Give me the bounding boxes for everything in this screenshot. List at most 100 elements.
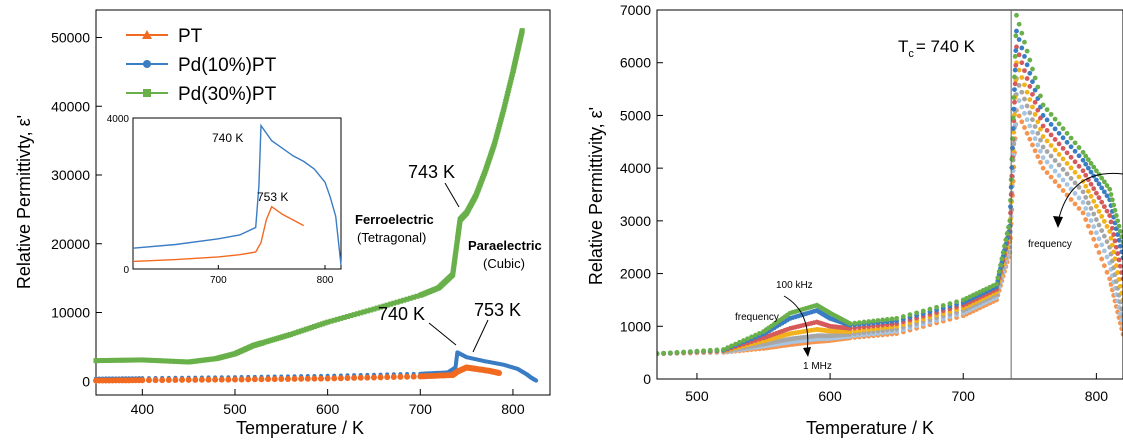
data-point	[661, 350, 667, 356]
data-point	[1040, 102, 1046, 108]
data-point	[1019, 119, 1025, 125]
data-point	[934, 304, 939, 310]
annotation-753k-pointer	[472, 319, 489, 353]
data-point	[1048, 111, 1054, 117]
data-point	[1016, 52, 1022, 58]
data-point	[1032, 99, 1038, 105]
data-point	[185, 376, 192, 383]
data-point	[106, 357, 112, 363]
data-point	[324, 375, 331, 382]
data-point	[1120, 323, 1123, 329]
data-point	[1052, 179, 1058, 184]
data-point	[152, 377, 159, 384]
data-point	[1014, 44, 1019, 50]
data-point	[503, 99, 509, 105]
data-point	[341, 314, 347, 320]
data-point	[721, 347, 726, 352]
data-point	[370, 374, 377, 381]
data-point	[1119, 317, 1123, 323]
data-point	[288, 332, 294, 337]
data-point	[126, 357, 132, 363]
data-point	[358, 310, 364, 316]
data-point	[306, 325, 312, 331]
data-point	[1048, 143, 1054, 148]
data-point	[1012, 99, 1017, 105]
data-point	[1056, 162, 1062, 168]
data-point	[328, 318, 334, 324]
data-point	[364, 374, 371, 381]
data-point	[1027, 136, 1033, 142]
data-point	[377, 374, 384, 381]
data-point	[410, 373, 417, 380]
data-point	[245, 376, 252, 383]
data-point	[894, 315, 900, 321]
data-point	[278, 376, 285, 383]
left-y-tick-label: 0	[82, 373, 90, 389]
data-point	[927, 306, 933, 312]
data-point	[1076, 145, 1082, 150]
data-point	[1032, 148, 1038, 154]
data-point	[331, 317, 337, 323]
data-point	[344, 314, 350, 320]
data-point	[1080, 200, 1086, 205]
data-point	[1083, 161, 1089, 167]
data-point	[1108, 192, 1114, 197]
left-x-tick-label: 500	[223, 401, 247, 417]
data-point	[701, 348, 706, 354]
data-point	[165, 377, 172, 384]
data-point	[1099, 175, 1105, 181]
data-point	[338, 315, 344, 321]
frequency-series	[657, 12, 1123, 357]
data-point	[411, 294, 417, 300]
data-point	[1040, 134, 1046, 139]
data-point	[1019, 30, 1025, 36]
data-point	[1012, 67, 1018, 73]
data-point	[1027, 123, 1033, 129]
data-point	[1096, 236, 1102, 242]
data-point	[1010, 126, 1016, 132]
data-point	[271, 376, 278, 383]
left-legend: PT Pd(10%)PT Pd(30%)PT	[126, 26, 277, 105]
data-point	[1011, 141, 1017, 147]
data-point	[725, 345, 730, 351]
data-point	[322, 320, 328, 326]
data-point	[116, 357, 122, 363]
data-point	[1119, 249, 1123, 255]
legend-label-pt: PT	[178, 26, 203, 47]
data-point	[880, 317, 886, 323]
data-point	[1104, 254, 1110, 260]
data-point	[1044, 128, 1050, 133]
legend-label-pd10: Pd(10%)PT	[178, 55, 277, 76]
data-point	[1048, 164, 1054, 169]
data-point	[1085, 200, 1091, 206]
data-point	[1076, 163, 1082, 169]
data-point	[1096, 195, 1102, 201]
data-point	[1035, 107, 1041, 113]
data-point	[1111, 249, 1117, 255]
data-point	[1027, 84, 1033, 89]
data-point	[182, 359, 188, 365]
data-point	[1056, 121, 1062, 127]
data-point	[1060, 135, 1066, 141]
data-point	[172, 376, 179, 383]
data-point	[1019, 104, 1025, 110]
data-point	[172, 358, 178, 364]
data-point	[1044, 149, 1050, 154]
data-point	[1093, 230, 1099, 236]
data-point	[506, 85, 512, 91]
data-point	[1052, 126, 1058, 132]
data-point	[1120, 331, 1123, 337]
data-point	[198, 376, 205, 383]
data-point	[1115, 232, 1121, 237]
data-point	[1083, 206, 1089, 211]
data-point	[1091, 211, 1097, 217]
data-point	[143, 357, 149, 363]
data-point	[1119, 234, 1123, 240]
data-point	[1117, 243, 1123, 249]
data-point	[218, 376, 225, 383]
data-point	[1085, 165, 1091, 171]
data-point	[1093, 217, 1099, 222]
data-point	[1101, 233, 1107, 239]
inset-chart: 700 800 0 4000 740 K 753 K	[107, 114, 342, 286]
data-point	[1076, 174, 1082, 180]
